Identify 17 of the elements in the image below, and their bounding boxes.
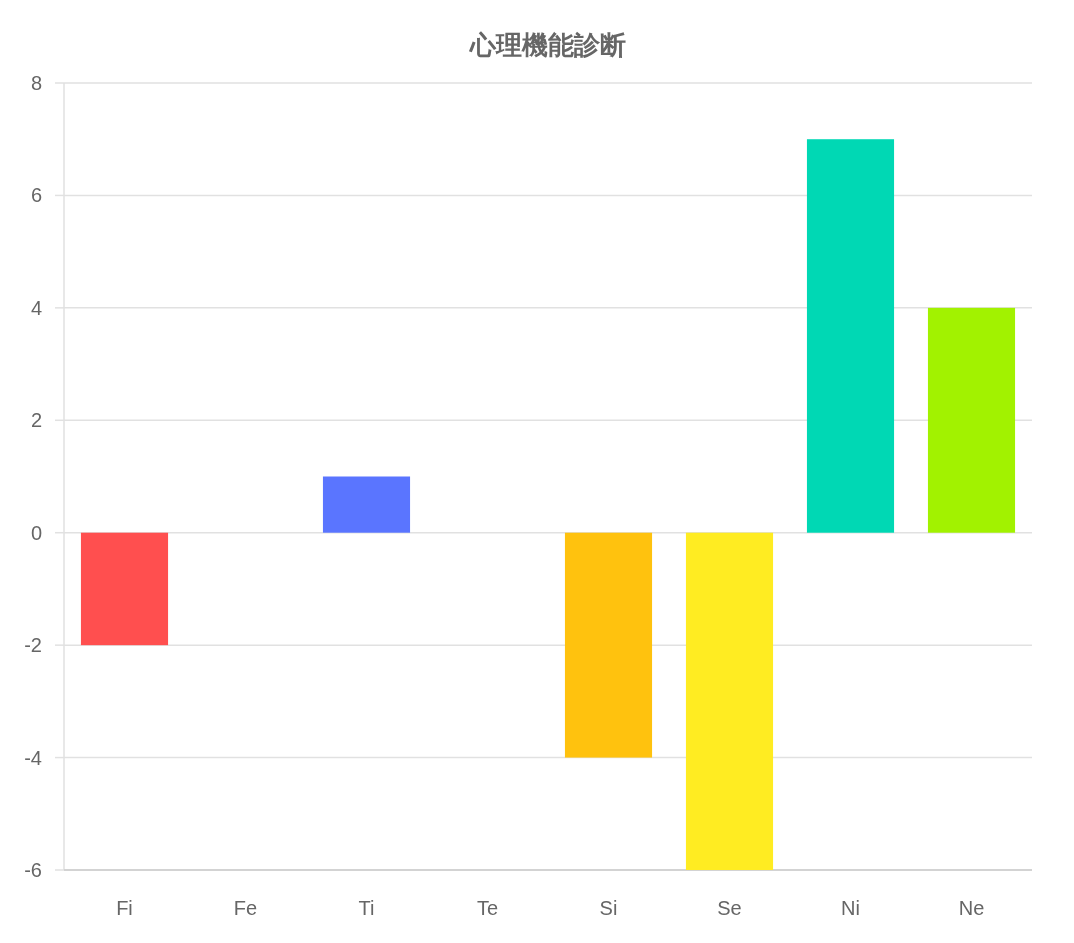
- y-tick-label: 2: [30, 409, 42, 432]
- x-tick-label: Ne: [958, 897, 985, 919]
- y-tick-label: 8: [30, 72, 42, 94]
- y-tick-label: 6: [30, 184, 42, 207]
- x-tick-label: Ni: [841, 897, 860, 919]
- x-tick-label: Fe: [233, 897, 258, 919]
- y-tick-label: -2: [24, 634, 42, 657]
- y-tick-label: -6: [24, 859, 42, 881]
- y-tick-label: 0: [30, 521, 42, 544]
- chart-title: 心理機能診断: [468, 30, 626, 60]
- y-tick-label: 4: [30, 296, 42, 319]
- x-tick-label: Fi: [116, 897, 133, 919]
- x-tick-label: Si: [599, 897, 618, 919]
- x-tick-label: Ti: [358, 897, 375, 919]
- x-tick-label: Se: [717, 897, 742, 919]
- y-tick-label: -4: [24, 746, 42, 769]
- x-tick-label: Te: [476, 897, 499, 919]
